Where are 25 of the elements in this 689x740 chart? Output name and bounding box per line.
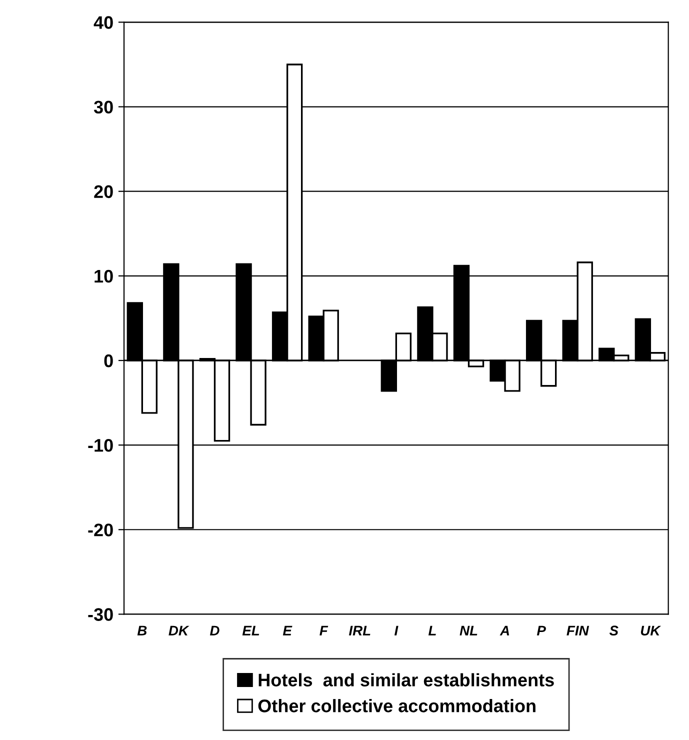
x-tick-label: DK [168, 626, 190, 636]
y-tick-label: -30 [88, 608, 113, 621]
legend-label: Other collective accommodation [258, 699, 536, 712]
legend-label: Hotels and similar establishments [258, 673, 554, 686]
x-tick-label: A [500, 626, 510, 636]
y-tick-label: -10 [88, 438, 113, 452]
x-tick-label: P [536, 626, 546, 636]
x-tick-label: IRL [348, 626, 370, 636]
x-tick-label: NL [460, 626, 478, 636]
y-tick-label: 0 [104, 354, 113, 368]
x-tick-label: I [394, 626, 398, 636]
x-tick-label: E [282, 626, 292, 636]
y-tick-label: 30 [94, 100, 113, 114]
x-tick-label: B [137, 626, 147, 636]
x-tick-label: F [320, 626, 328, 636]
x-tick-label: UK [640, 626, 662, 636]
x-tick-label: FIN [566, 626, 590, 636]
x-tick-label: L [428, 626, 436, 636]
y-tick-label: 20 [94, 185, 113, 198]
y-tick-label: 10 [94, 270, 113, 283]
x-tick-label: S [609, 626, 618, 636]
y-tick-label: -20 [88, 524, 113, 536]
x-tick-label: EL [242, 626, 260, 636]
y-tick-label: 40 [94, 16, 113, 29]
x-tick-label: D [210, 626, 220, 636]
